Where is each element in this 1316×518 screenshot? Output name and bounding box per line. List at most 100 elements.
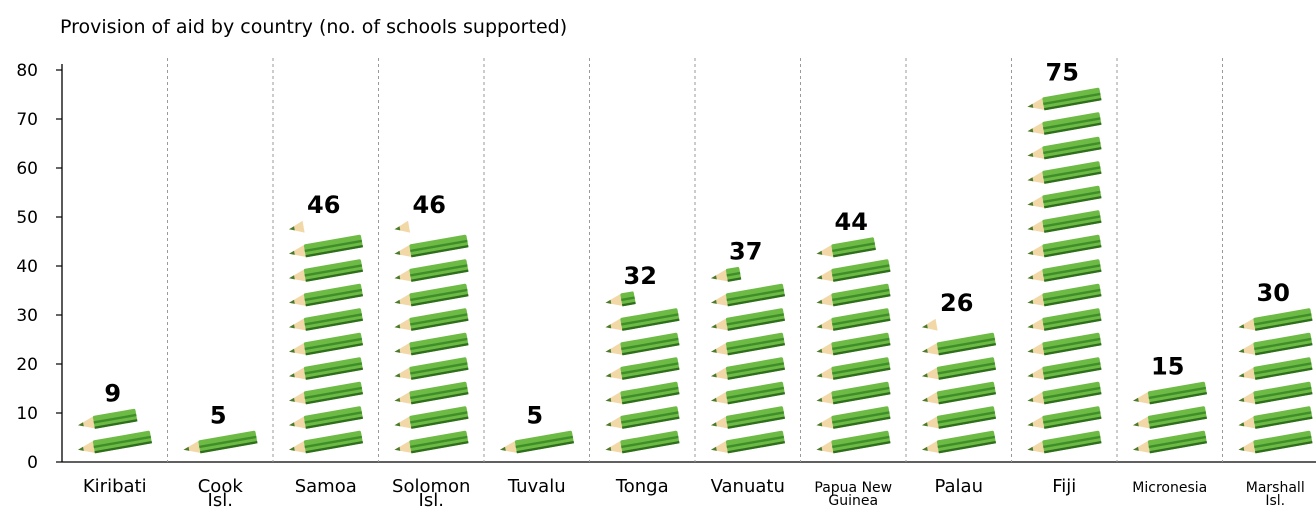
pencil-stripe (937, 435, 996, 449)
pencil-lead (1238, 348, 1245, 353)
pencil-lead (922, 422, 928, 427)
pencil-wood (605, 416, 623, 429)
pencil-edge (1254, 343, 1313, 356)
pencil-stripe (1043, 411, 1101, 424)
pencil-lead (1027, 422, 1034, 427)
pencil-lead (1133, 397, 1139, 402)
pencil-edge (832, 247, 876, 258)
bar (500, 430, 575, 454)
pencil-lead (394, 397, 401, 402)
pencil-wood (816, 367, 834, 380)
pencil-icon (922, 430, 997, 454)
pencil-wood (183, 441, 201, 453)
pencil-stripe (410, 362, 468, 375)
pencil-edge (305, 367, 364, 380)
bar (78, 408, 153, 454)
pencil-edge (1254, 441, 1313, 454)
pencil-edge (1254, 416, 1313, 429)
pencil-lead (1238, 422, 1245, 427)
x-category-label: Solomon Isl. (392, 476, 470, 511)
pencil-lead (711, 348, 717, 353)
pencil-icon (711, 283, 786, 307)
pencil-stripe (726, 386, 785, 400)
pencil-edge (1043, 416, 1102, 429)
y-axis: 0 10 20 30 40 50 60 70 80 (16, 61, 1316, 473)
pencil-icon (394, 308, 469, 331)
pencil-stripe (304, 362, 363, 375)
data-label: 5 (210, 402, 227, 430)
pencil-edge (410, 245, 469, 258)
pencil-stripe (1043, 141, 1101, 155)
pencil-icon (605, 332, 680, 356)
pencil-icon (289, 406, 364, 429)
pencil-stripe (1254, 411, 1312, 424)
pencil-edge (305, 269, 364, 282)
pencil-edge (305, 392, 364, 405)
column-separators (167, 58, 1223, 462)
pencil-stripe (621, 337, 679, 351)
pencil-lead (1027, 299, 1034, 304)
pencil-edge (727, 367, 786, 380)
pencil-edge (727, 277, 742, 282)
pencil-icon (500, 430, 575, 454)
x-category-label: Vanuatu (711, 476, 785, 497)
pencil-stripe (1043, 117, 1101, 130)
pencil-stripe (621, 411, 679, 424)
pencil-wood (1027, 318, 1045, 331)
data-label: 15 (1151, 353, 1184, 381)
pencil-wood (711, 343, 728, 355)
pencil-edge (1043, 196, 1102, 209)
pencil-stripe (93, 435, 152, 449)
pencil-wood (500, 441, 517, 453)
x-category-label: Marshall Isl. (1246, 480, 1305, 509)
pencil-icon (1027, 161, 1102, 184)
pencil-stripe (621, 296, 635, 302)
pencil-stripe (1043, 264, 1101, 277)
pencil-stripe (1043, 166, 1101, 179)
pencil-stripe (726, 435, 785, 449)
pencil-stripe (410, 386, 468, 400)
pencil-stripe (1043, 190, 1101, 204)
data-label: 75 (1046, 59, 1079, 87)
pencil-wood (394, 392, 412, 404)
pencil-lead (1027, 275, 1034, 280)
pencil-wood (1027, 220, 1045, 233)
pencil-icon (289, 332, 364, 356)
pencil-wood (816, 245, 834, 257)
x-category-label: Fiji (1052, 476, 1076, 497)
pencil-stripe (304, 337, 363, 351)
pencil-stripe (410, 313, 468, 326)
pencil-lead (711, 397, 717, 402)
pencil-lead (1238, 446, 1245, 451)
pencil-wood (922, 441, 939, 453)
pencil-lead (1238, 373, 1245, 378)
pencil-stripe (1043, 337, 1101, 351)
pencil-wood (605, 392, 623, 404)
pencil-lead (1027, 201, 1034, 206)
pencil-stripe (1148, 411, 1207, 424)
pencil-icon (1027, 185, 1102, 209)
pencil-icon (711, 357, 786, 380)
pencil-edge (832, 269, 891, 282)
pencil-stripe (410, 288, 468, 302)
pencil-edge (410, 343, 469, 356)
pencil-wood (289, 245, 306, 257)
data-label: 26 (940, 289, 973, 317)
pencil-edge (1043, 171, 1102, 184)
pencil-lead (394, 373, 401, 378)
pencil-stripe (726, 362, 785, 375)
bar (394, 220, 469, 454)
pencil-icon (711, 381, 786, 405)
pencil-icon (1027, 332, 1102, 356)
pencil-stripe (1043, 435, 1101, 449)
pencil-wood (1238, 367, 1256, 380)
pencil-wood (394, 416, 412, 429)
pencil-edge (410, 294, 469, 307)
pencil-wood (711, 294, 728, 306)
pencil-lead (711, 373, 717, 378)
pencil-lead (289, 373, 295, 378)
bar (1133, 381, 1208, 454)
bar (289, 220, 364, 454)
pencil-edge (938, 416, 997, 429)
pencil-wood (711, 367, 728, 380)
